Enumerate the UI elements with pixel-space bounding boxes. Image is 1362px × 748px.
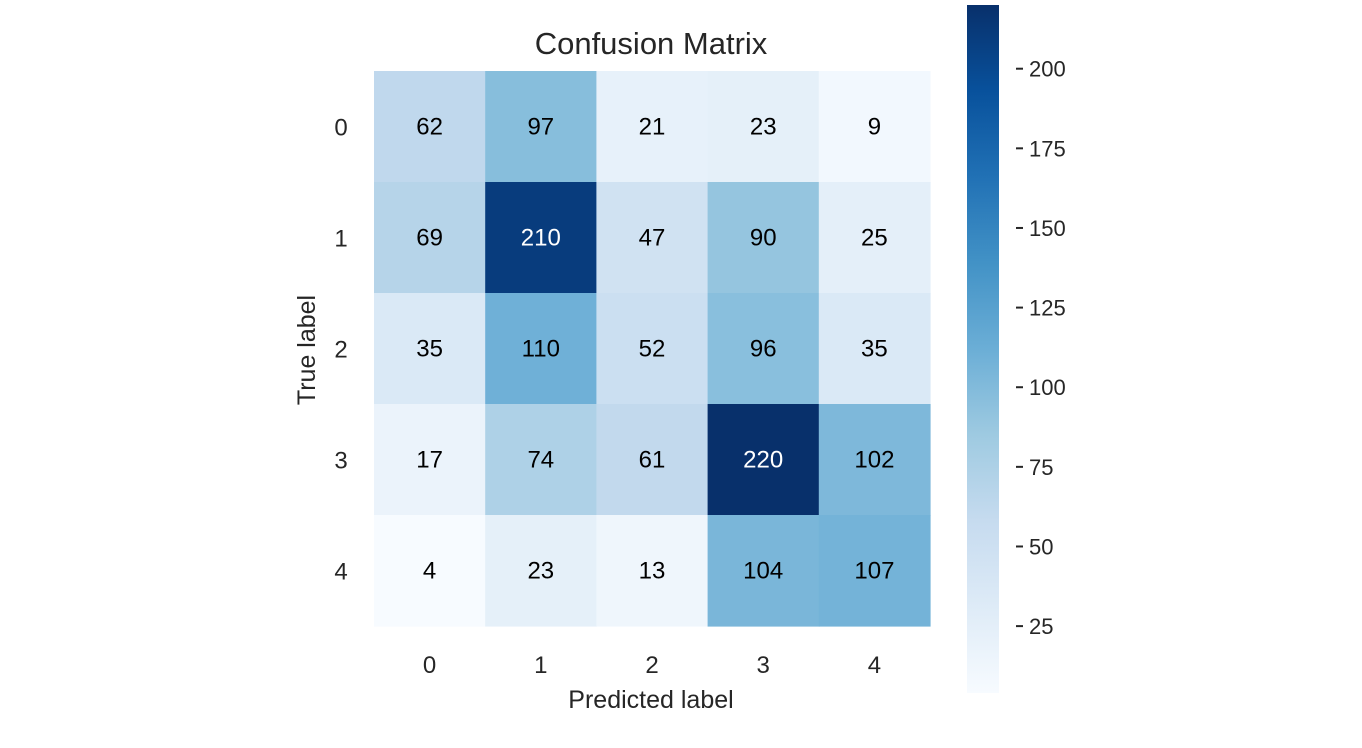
heatmap-cell [596,71,709,183]
cell-value-label: 52 [639,336,666,363]
cell-value-label: 23 [750,114,777,141]
x-tick-label: 2 [645,652,658,679]
heatmap-cell [485,71,597,183]
heatmap-cell [485,182,597,294]
x-tick-label: 1 [534,652,547,679]
x-tick-labels: 0 1 2 3 4 [423,652,881,679]
cell-value-label: 96 [750,336,777,363]
heatmap-cells [374,71,931,627]
heatmap-cell [707,182,820,294]
colorbar-tick-label: 200 [1029,57,1066,82]
cell-value-label: 69 [416,225,443,252]
cell-value-label: 107 [854,558,894,585]
heatmap-cell-labels: 62 97 21 23 9 69 210 47 90 25 35 110 52 96 35 17 74 61 220… [416,114,894,585]
cell-value-label: 90 [750,225,777,252]
y-tick-label: 4 [334,559,347,586]
colorbar-tick-label: 50 [1029,534,1053,559]
y-tick-label: 3 [334,448,347,475]
heatmap-cell [707,515,820,627]
heatmap-cell [818,515,931,627]
heatmap-cell [707,293,820,405]
heatmap-cell [374,404,486,516]
cell-value-label: 47 [639,225,666,252]
colorbar [967,5,999,693]
heatmap-cell [818,71,931,183]
y-tick-label: 0 [334,115,347,142]
x-tick-label: 3 [757,652,770,679]
colorbar-tick-label: 175 [1029,136,1066,161]
heatmap-cell [374,71,486,183]
colorbar-tick-label: 100 [1029,375,1066,400]
colorbar-tick-label: 150 [1029,216,1066,241]
chart-title: Confusion Matrix [535,26,768,61]
y-tick-label: 1 [334,226,347,253]
heatmap-cell [596,182,709,294]
heatmap-cell [596,515,709,627]
heatmap-cell [374,293,486,405]
cell-value-label: 61 [639,447,666,474]
cell-value-label: 13 [639,558,666,585]
heatmap-cell [596,293,709,405]
cell-value-label: 17 [416,447,443,474]
heatmap-cell [707,404,820,516]
colorbar-tick-label: 25 [1029,614,1053,639]
heatmap-cell [485,404,597,516]
y-axis-label: True label [293,295,321,405]
heatmap-cell [707,71,820,183]
x-tick-label: 4 [868,652,881,679]
heatmap-cell [485,293,597,405]
heatmap-cell [374,515,486,627]
colorbar-ticks: 25 50 75 100 125 150 175 200 [1016,57,1066,639]
cell-value-label: 25 [861,225,888,252]
cell-value-label: 97 [527,114,554,141]
heatmap-cell [596,404,709,516]
y-tick-labels: 0 1 2 3 4 [334,115,347,586]
heatmap-cell [374,182,486,294]
cell-value-label: 35 [861,336,888,363]
heatmap-cell [818,182,931,294]
cell-value-label: 4 [423,558,436,585]
heatmap-cell [485,515,597,627]
cell-value-label: 220 [743,447,783,474]
cell-value-label: 74 [527,447,554,474]
colorbar-tick-label: 125 [1029,296,1066,321]
cell-value-label: 23 [527,558,554,585]
cell-value-label: 62 [416,114,443,141]
colorbar-tick-label: 75 [1029,455,1053,480]
y-tick-label: 2 [334,337,347,364]
heatmap-cell [818,404,931,516]
heatmap-cell [818,293,931,405]
cell-value-label: 21 [639,114,666,141]
cell-value-label: 35 [416,336,443,363]
cell-value-label: 104 [743,558,783,585]
x-axis-label: Predicted label [568,686,733,714]
cell-value-label: 9 [868,114,881,141]
cell-value-label: 110 [522,336,560,363]
cell-value-label: 210 [521,225,561,252]
x-tick-label: 0 [423,652,436,679]
cell-value-label: 102 [854,447,894,474]
